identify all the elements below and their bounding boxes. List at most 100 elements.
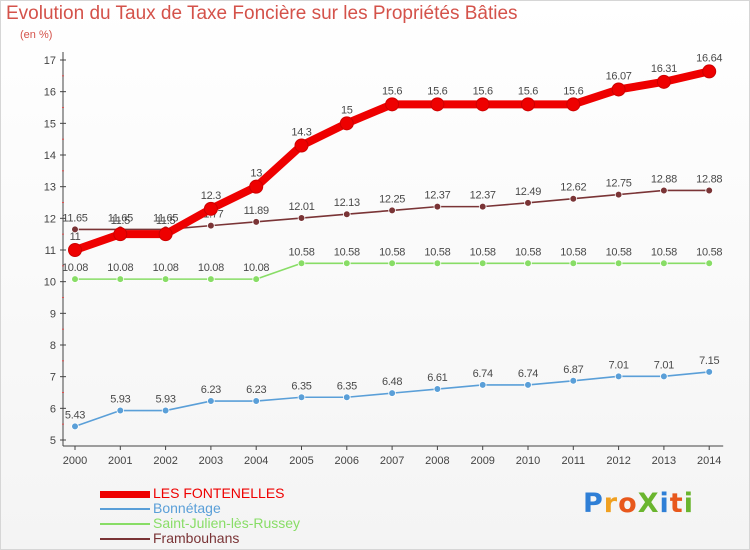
legend-swatch: [100, 508, 150, 510]
data-point: [388, 259, 396, 268]
y-tick-label: 12: [44, 213, 56, 225]
legend-swatch: [100, 538, 150, 540]
data-point: [388, 206, 396, 215]
data-label: 12.25: [379, 193, 405, 205]
y-tick-label: 11: [45, 245, 56, 257]
unit-label: (en %): [20, 29, 53, 41]
x-tick-label: 2004: [244, 455, 268, 467]
data-point: [71, 422, 79, 431]
data-label: 12.13: [334, 197, 360, 209]
logo-letter: t: [669, 488, 684, 519]
data-label: 11.5: [156, 215, 176, 227]
data-point: [656, 74, 671, 89]
data-point: [294, 138, 309, 153]
data-point: [478, 202, 487, 211]
data-point: [161, 406, 170, 415]
data-label: 12.88: [696, 173, 722, 185]
logo-letter: o: [618, 488, 638, 519]
data-point: [705, 368, 713, 376]
data-label: 13: [250, 168, 262, 180]
data-label: 15.6: [427, 85, 447, 97]
y-tick-label: 5: [50, 435, 56, 447]
logo-letter: r: [603, 488, 619, 519]
logo-letter: i: [659, 488, 670, 519]
x-tick-label: 2000: [63, 455, 87, 467]
data-label: 11.89: [244, 205, 269, 217]
data-label: 15.6: [518, 85, 538, 97]
data-label: 14.3: [291, 127, 311, 139]
data-point: [433, 385, 442, 393]
data-label: 12.62: [560, 182, 586, 194]
data-label: 10.08: [153, 262, 179, 274]
data-point: [614, 372, 623, 381]
data-point: [113, 227, 128, 242]
data-label: 10.58: [334, 246, 360, 258]
x-tick-label: 2011: [561, 455, 585, 467]
data-label: 12.01: [288, 201, 314, 213]
legend-item-les-fontenelles: LES FONTENELLES: [100, 485, 360, 502]
y-tick-label: 8: [50, 340, 56, 352]
data-label: 5.93: [155, 394, 175, 406]
data-point: [158, 227, 173, 242]
data-point: [702, 64, 717, 79]
data-point: [478, 259, 487, 268]
data-point: [524, 381, 532, 389]
proxiti-logo: ProXiti: [583, 488, 694, 519]
data-label: 12.88: [651, 173, 677, 185]
x-tick-label: 2014: [697, 455, 721, 467]
data-label: 7.15: [699, 355, 719, 367]
data-point: [207, 397, 215, 405]
data-label: 10.08: [62, 262, 88, 274]
data-label: 6.35: [337, 380, 357, 392]
data-label: 10.58: [288, 246, 314, 258]
legend-label: Bonnétage: [153, 500, 221, 516]
data-label: 10.58: [606, 246, 632, 258]
series-saint-julien-l-s-russey: 10.08 10.08 10.08 10.08 10.08 10.58 10.58 10.58…: [62, 246, 723, 283]
data-label: 11.65: [62, 212, 87, 224]
data-point: [660, 186, 668, 195]
data-label: 15: [341, 104, 353, 116]
data-point: [342, 393, 351, 402]
x-tick-label: 2012: [606, 455, 630, 467]
x-tick-label: 2002: [153, 455, 177, 467]
data-point: [297, 259, 306, 268]
x-tick-label: 2009: [470, 455, 494, 467]
data-point: [252, 218, 261, 226]
data-point: [660, 259, 668, 268]
y-tick-label: 15: [44, 118, 56, 130]
data-point: [342, 210, 351, 219]
data-point: [569, 376, 578, 385]
data-point: [116, 406, 125, 415]
x-tick-label: 2007: [380, 455, 404, 467]
data-label: 10.58: [515, 246, 541, 258]
data-point: [521, 97, 535, 112]
data-label: 6.61: [427, 372, 447, 384]
data-label: 11.65: [108, 212, 133, 224]
data-point: [207, 275, 215, 283]
data-label: 11.65: [153, 212, 178, 224]
data-label: 5.93: [110, 394, 130, 406]
data-label: 15.6: [382, 85, 402, 97]
data-point: [116, 275, 125, 283]
legend-item-saint-julien-les-russey: Saint-Julien-lès-Russey: [100, 515, 360, 532]
y-tick-label: 9: [50, 308, 56, 320]
data-label: 10.08: [107, 262, 133, 274]
data-label: 12.75: [606, 178, 632, 190]
data-label: 6.48: [382, 376, 402, 388]
legend-swatch: [100, 523, 150, 525]
data-label: 11.5: [111, 215, 131, 227]
data-point: [68, 243, 82, 257]
x-tick-label: 2013: [652, 455, 676, 467]
x-tick-label: 2006: [335, 455, 359, 467]
legend-label: Saint-Julien-lès-Russey: [153, 515, 301, 531]
data-point: [252, 397, 261, 405]
x-tick-label: 2001: [108, 455, 132, 467]
data-point: [569, 194, 578, 203]
data-point: [569, 259, 578, 268]
y-tick-label: 14: [44, 150, 56, 162]
data-point: [478, 381, 487, 389]
data-point: [524, 259, 532, 268]
data-label: 10.58: [651, 246, 677, 258]
data-point: [203, 201, 218, 216]
